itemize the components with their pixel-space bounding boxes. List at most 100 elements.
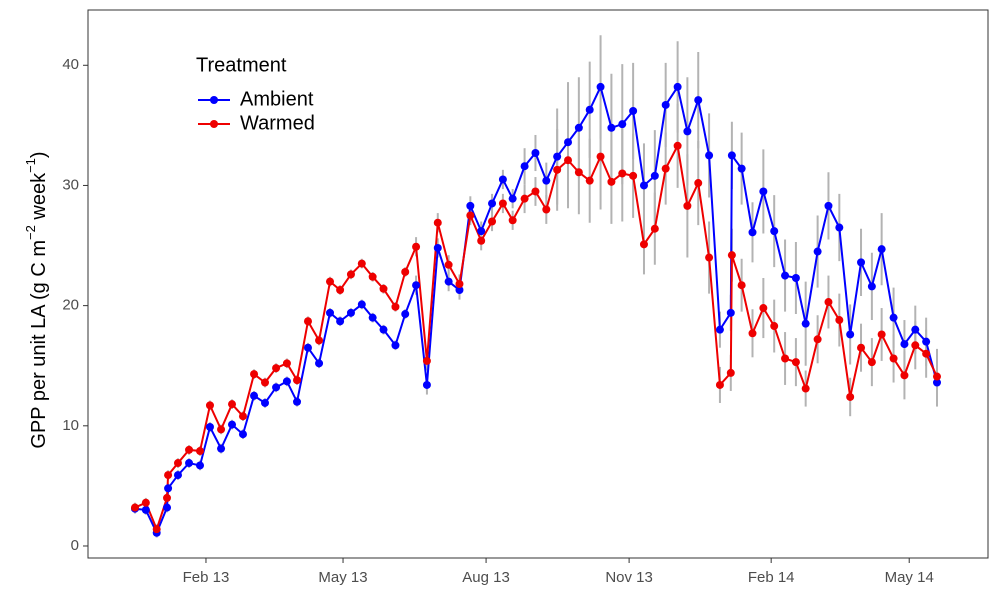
point	[326, 308, 335, 317]
x-tick-label: May 14	[885, 569, 934, 586]
point	[737, 281, 746, 290]
point	[282, 377, 291, 386]
point	[185, 445, 194, 454]
point	[877, 330, 886, 339]
point	[293, 397, 302, 406]
point	[650, 224, 659, 233]
point	[217, 425, 226, 434]
point	[228, 420, 237, 429]
point	[303, 317, 312, 326]
point	[315, 359, 324, 368]
point	[553, 152, 562, 161]
point	[412, 281, 421, 290]
point	[857, 343, 866, 352]
legend-point	[210, 96, 218, 104]
y-tick-label: 30	[62, 176, 79, 193]
point	[801, 384, 810, 393]
point	[932, 378, 941, 387]
point	[357, 259, 366, 268]
point	[889, 313, 898, 322]
point	[272, 364, 281, 373]
point	[791, 358, 800, 367]
point	[607, 123, 616, 132]
point	[661, 100, 670, 109]
point	[346, 270, 355, 279]
point	[705, 253, 714, 262]
point	[639, 240, 648, 249]
y-label-part: GPP per unit LA (g C m	[28, 240, 50, 449]
point	[520, 194, 529, 203]
point	[315, 336, 324, 345]
point	[164, 484, 173, 493]
point	[163, 493, 172, 502]
point	[877, 245, 886, 254]
point	[835, 316, 844, 325]
point	[900, 371, 909, 380]
point	[801, 319, 810, 328]
point	[130, 503, 139, 512]
point	[726, 308, 735, 317]
point	[261, 378, 270, 387]
point	[791, 273, 800, 282]
point	[336, 317, 345, 326]
legend-label: Ambient	[240, 88, 314, 110]
x-tick-label: Feb 14	[748, 569, 795, 586]
point	[326, 277, 335, 286]
point	[922, 337, 931, 346]
point	[163, 503, 172, 512]
point	[673, 141, 682, 150]
point	[238, 430, 247, 439]
point	[477, 236, 486, 245]
x-tick-label: May 13	[318, 569, 367, 586]
x-tick-label: Nov 13	[605, 569, 653, 586]
point	[141, 505, 150, 514]
point	[185, 459, 194, 468]
point	[433, 243, 442, 252]
point	[846, 330, 855, 339]
point	[683, 127, 692, 136]
point	[748, 228, 757, 237]
point	[401, 310, 410, 319]
y-tick-label: 40	[62, 56, 79, 73]
point	[759, 187, 768, 196]
point	[422, 380, 431, 389]
point	[911, 341, 920, 350]
point	[835, 223, 844, 232]
point	[781, 354, 790, 363]
point	[250, 370, 259, 379]
point	[228, 400, 237, 409]
point	[846, 392, 855, 401]
point	[911, 325, 920, 334]
point	[553, 165, 562, 174]
point	[336, 286, 345, 295]
point	[466, 201, 475, 210]
y-label-sup: −2	[23, 225, 38, 240]
point	[727, 251, 736, 260]
point	[748, 329, 757, 338]
legend-label: Warmed	[240, 112, 315, 134]
point	[152, 525, 161, 534]
point	[673, 82, 682, 91]
point	[357, 300, 366, 309]
point	[173, 459, 182, 468]
y-tick-label: 0	[71, 537, 79, 554]
point	[195, 461, 204, 470]
point	[303, 343, 312, 352]
point	[900, 340, 909, 349]
point	[932, 372, 941, 381]
y-axis-label: GPP per unit LA (g C m−2 week−1)	[23, 151, 50, 448]
point	[412, 242, 421, 251]
point	[867, 358, 876, 367]
point	[164, 471, 173, 480]
point	[422, 356, 431, 365]
y-tick-label: 20	[62, 297, 79, 314]
point	[813, 247, 822, 256]
point	[391, 341, 400, 350]
point	[531, 187, 540, 196]
point	[466, 211, 475, 220]
point	[650, 171, 659, 180]
point	[542, 176, 551, 185]
point	[368, 313, 377, 322]
x-tick-label: Aug 13	[462, 569, 510, 586]
